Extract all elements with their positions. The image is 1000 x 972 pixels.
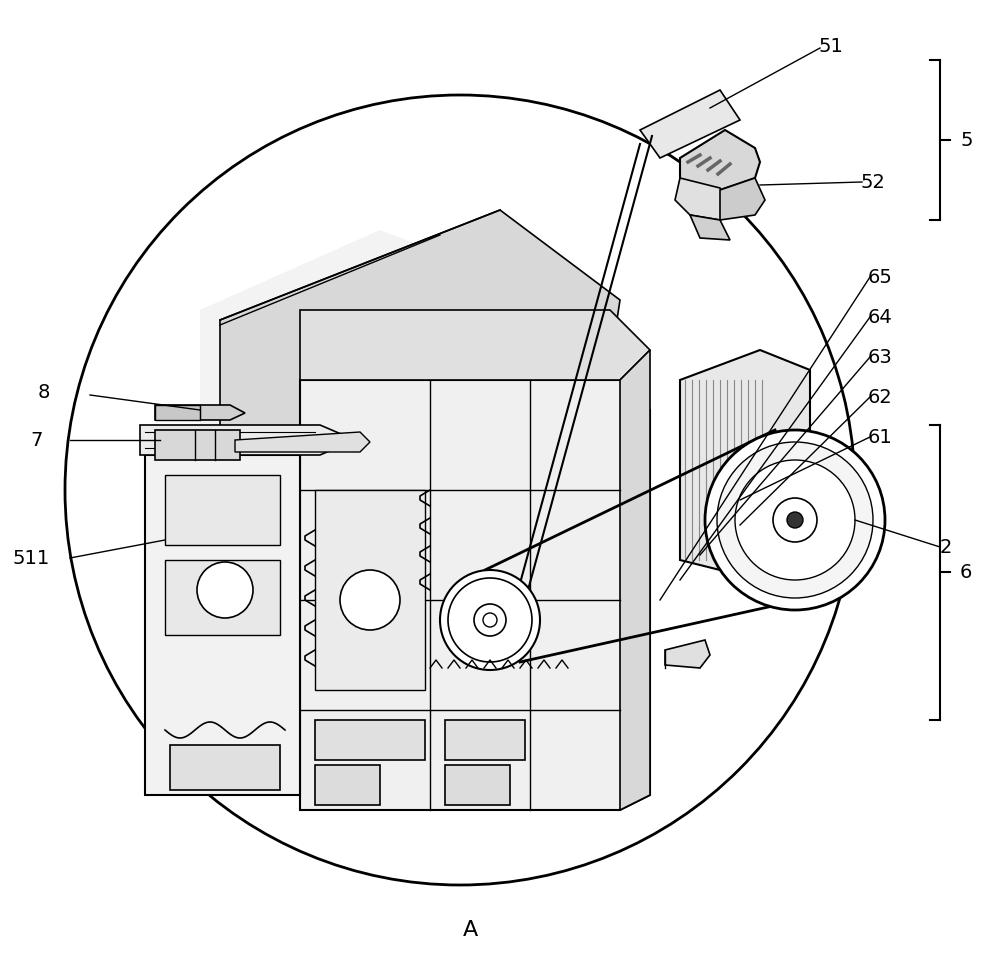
Polygon shape [675, 178, 730, 220]
Circle shape [773, 498, 817, 542]
Bar [145, 455, 300, 795]
Circle shape [197, 562, 253, 618]
Text: 64: 64 [868, 307, 893, 327]
Polygon shape [680, 350, 810, 580]
Bar [445, 765, 510, 805]
Circle shape [705, 430, 885, 610]
Circle shape [787, 512, 803, 528]
Text: 5: 5 [960, 130, 972, 150]
Text: 51: 51 [818, 37, 843, 55]
Polygon shape [235, 432, 370, 452]
Circle shape [65, 95, 855, 885]
Text: 511: 511 [12, 548, 49, 568]
Bar [315, 720, 425, 760]
Text: 65: 65 [868, 267, 893, 287]
Polygon shape [620, 350, 650, 810]
Text: 2: 2 [940, 538, 952, 557]
Circle shape [448, 578, 532, 662]
Bar [155, 430, 240, 460]
Polygon shape [300, 380, 650, 810]
Polygon shape [140, 425, 355, 455]
Polygon shape [155, 405, 245, 420]
Polygon shape [300, 310, 650, 380]
Circle shape [440, 570, 540, 670]
Polygon shape [200, 230, 640, 510]
Text: 62: 62 [868, 388, 893, 406]
Circle shape [483, 613, 497, 627]
Bar [165, 475, 280, 545]
Circle shape [340, 570, 400, 630]
Polygon shape [665, 640, 710, 668]
Polygon shape [720, 178, 765, 220]
Circle shape [735, 460, 855, 580]
Text: 6: 6 [960, 563, 972, 581]
Circle shape [717, 442, 873, 598]
Text: 61: 61 [868, 428, 893, 446]
Bar [170, 745, 280, 790]
Polygon shape [640, 90, 740, 158]
Bar [315, 765, 380, 805]
Bar [165, 560, 280, 635]
Polygon shape [220, 210, 620, 460]
Text: 63: 63 [868, 348, 893, 366]
Text: 8: 8 [38, 383, 50, 401]
Bar [315, 490, 425, 690]
Polygon shape [690, 215, 730, 240]
Text: 7: 7 [30, 431, 42, 449]
Circle shape [474, 604, 506, 636]
Text: A: A [462, 920, 478, 940]
Text: 52: 52 [860, 172, 885, 191]
Polygon shape [680, 130, 760, 195]
Bar [445, 720, 525, 760]
Bar [155, 405, 200, 420]
